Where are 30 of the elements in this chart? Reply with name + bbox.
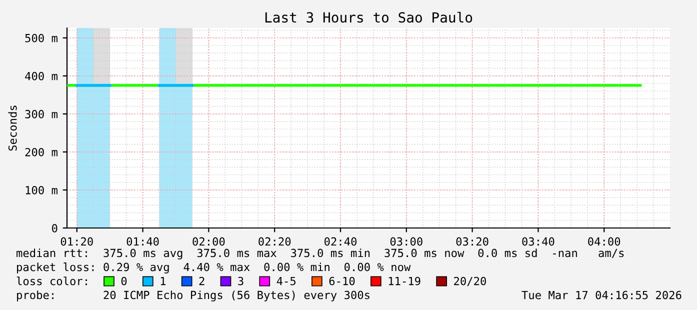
y-tick-label: 200 m: [25, 148, 58, 156]
x-tick-label: 04:00: [588, 237, 620, 246]
x-tick-label: 01:20: [60, 237, 93, 246]
legend-label: 1: [160, 276, 166, 286]
legend-label: 20/20: [454, 276, 486, 286]
x-tick-label: 03:00: [390, 237, 422, 246]
text: loss color:: [16, 276, 87, 286]
legend-label: 2: [199, 276, 204, 286]
legend-label: 6-10: [329, 276, 355, 286]
x-tick-label: 03:20: [456, 237, 488, 246]
legend-label: 0: [121, 276, 127, 286]
text: median rtt: 375.0 ms avg 375.0 ms max 375.0 ms min 375.0 ms now 0.0 ms sd -nan am/s: [16, 248, 624, 260]
x-tick-label: 02:40: [324, 237, 356, 246]
x-tick-label: 02:00: [192, 237, 225, 246]
y-tick-label: 500 m: [25, 34, 58, 42]
text: Tue Mar 17 04:16:55 2026: [522, 290, 682, 300]
legend-label: 4-5: [276, 276, 296, 286]
y-axis-title: Seconds: [8, 106, 17, 151]
y-tick-label: 0: [52, 224, 58, 232]
x-tick-label: 02:20: [258, 237, 291, 246]
y-tick-label: 100 m: [26, 186, 58, 194]
legend-label: 11-19: [388, 276, 420, 286]
text: probe: 20 ICMP Echo Pings (56 Bytes) every 300s: [17, 290, 370, 302]
x-tick-label: 03:40: [522, 237, 554, 246]
legend-label: 3: [238, 276, 244, 286]
y-tick-label: 400 m: [25, 72, 58, 80]
chart-title: Last 3 Hours to Sao Paulo: [265, 12, 472, 23]
x-tick-label: 01:40: [126, 237, 159, 246]
text: packet loss: 0.29 % avg 4.40 % max 0.00 % min 0.00 % now: [17, 262, 411, 274]
y-tick-label: 300 m: [25, 110, 58, 118]
